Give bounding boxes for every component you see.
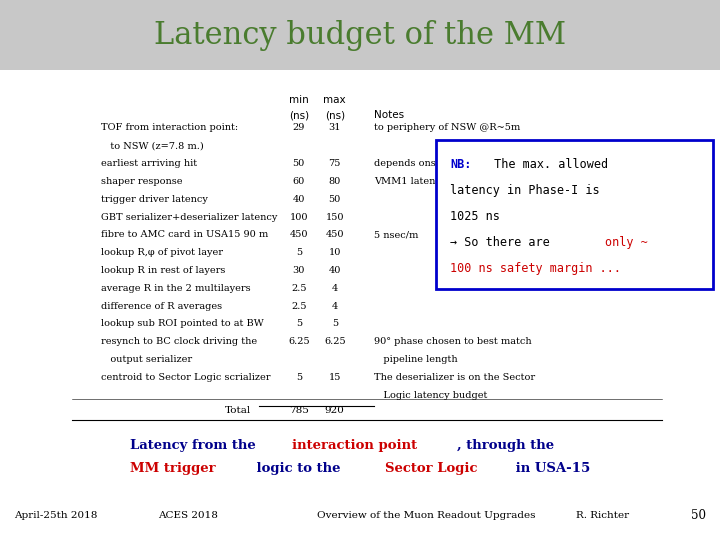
Text: VMM1 latency + time-to-peak: VMM1 latency + time-to-peak: [374, 177, 523, 186]
Text: 920: 920: [325, 406, 345, 415]
Text: 50: 50: [328, 195, 341, 204]
Text: lookup sub ROI pointed to at BW: lookup sub ROI pointed to at BW: [101, 320, 264, 328]
Text: centroid to Sector Logic scrializer: centroid to Sector Logic scrializer: [101, 373, 270, 382]
Text: 30: 30: [292, 266, 305, 275]
Text: 6.25: 6.25: [324, 338, 346, 346]
Text: The max. allowed: The max. allowed: [487, 158, 608, 171]
Text: 2.5: 2.5: [291, 302, 307, 310]
Text: fibre to AMC card in USA15 90 m: fibre to AMC card in USA15 90 m: [101, 231, 268, 239]
FancyBboxPatch shape: [436, 140, 713, 289]
Text: to periphery of NSW @R~5m: to periphery of NSW @R~5m: [374, 124, 521, 132]
Text: Overview of the Muon Readout Upgrades: Overview of the Muon Readout Upgrades: [317, 511, 535, 520]
Text: Latency from the: Latency from the: [130, 439, 260, 452]
Text: → So there are: → So there are: [450, 236, 557, 249]
Text: average R in the 2 multilayers: average R in the 2 multilayers: [101, 284, 251, 293]
Text: Sector Logic: Sector Logic: [385, 462, 477, 475]
Text: 2.5: 2.5: [291, 284, 307, 293]
Text: 5: 5: [296, 248, 302, 257]
Text: 450: 450: [289, 231, 308, 239]
Text: TOF from interaction point:: TOF from interaction point:: [101, 124, 238, 132]
Text: 5 nsec/m: 5 nsec/m: [374, 231, 419, 239]
Text: (ns): (ns): [289, 110, 309, 120]
Text: 80: 80: [328, 177, 341, 186]
Text: 4: 4: [332, 284, 338, 293]
FancyBboxPatch shape: [0, 0, 720, 70]
Text: to NSW (z=7.8 m.): to NSW (z=7.8 m.): [101, 141, 204, 150]
Text: 10: 10: [328, 248, 341, 257]
Text: 150: 150: [325, 213, 344, 221]
Text: April-25th 2018: April-25th 2018: [14, 511, 98, 520]
Text: depends onsite of rolling window (2 or 3 BC): depends onsite of rolling window (2 or 3…: [374, 159, 597, 168]
Text: resynch to BC clock driving the: resynch to BC clock driving the: [101, 338, 257, 346]
Text: 785: 785: [289, 406, 309, 415]
Text: difference of R averages: difference of R averages: [101, 302, 222, 310]
Text: Total: Total: [225, 406, 251, 415]
Text: NB:: NB:: [450, 158, 472, 171]
Text: latency in Phase-I is: latency in Phase-I is: [450, 184, 600, 197]
Text: 5: 5: [296, 320, 302, 328]
Text: output serializer: output serializer: [101, 355, 192, 364]
Text: 1025 ns: 1025 ns: [450, 210, 500, 223]
Text: Notes: Notes: [374, 110, 405, 120]
Text: 90° phase chosen to best match: 90° phase chosen to best match: [374, 338, 532, 346]
Text: pipeline length: pipeline length: [374, 355, 458, 364]
Text: only ~: only ~: [605, 236, 647, 249]
Text: 75: 75: [328, 159, 341, 168]
Text: Logic latency budget: Logic latency budget: [374, 391, 487, 400]
Text: trigger driver latency: trigger driver latency: [101, 195, 207, 204]
Text: 6.25: 6.25: [288, 338, 310, 346]
Text: 50: 50: [691, 509, 706, 522]
Text: in USA-15: in USA-15: [511, 462, 590, 475]
Text: interaction point: interaction point: [292, 439, 417, 452]
Text: 4: 4: [332, 302, 338, 310]
Text: 450: 450: [325, 231, 344, 239]
Text: 100 ns safety margin ...: 100 ns safety margin ...: [450, 262, 621, 275]
Text: shaper response: shaper response: [101, 177, 182, 186]
Text: lookup R,φ of pivot layer: lookup R,φ of pivot layer: [101, 248, 222, 257]
Text: min: min: [289, 95, 309, 105]
Text: GBT serializer+deserializer latency: GBT serializer+deserializer latency: [101, 213, 277, 221]
Text: 100: 100: [289, 213, 308, 221]
Text: 40: 40: [292, 195, 305, 204]
Text: MM trigger: MM trigger: [130, 462, 215, 475]
Text: 60: 60: [292, 177, 305, 186]
Text: 40: 40: [328, 266, 341, 275]
Text: 5: 5: [296, 373, 302, 382]
Text: 15: 15: [328, 373, 341, 382]
Text: 31: 31: [328, 124, 341, 132]
Text: Latency budget of the MM: Latency budget of the MM: [154, 19, 566, 51]
Text: lookup R in rest of layers: lookup R in rest of layers: [101, 266, 225, 275]
Text: max: max: [323, 95, 346, 105]
Text: 5: 5: [332, 320, 338, 328]
Text: earliest arriving hit: earliest arriving hit: [101, 159, 197, 168]
Text: , through the: , through the: [457, 439, 554, 452]
Text: 50: 50: [292, 159, 305, 168]
Text: The deserializer is on the Sector: The deserializer is on the Sector: [374, 373, 536, 382]
Text: logic to the: logic to the: [252, 462, 345, 475]
Text: ACES 2018: ACES 2018: [158, 511, 218, 520]
Text: (ns): (ns): [325, 110, 345, 120]
Text: 29: 29: [292, 124, 305, 132]
Text: R. Richter: R. Richter: [576, 511, 629, 520]
